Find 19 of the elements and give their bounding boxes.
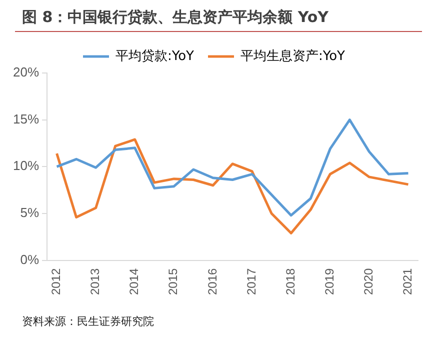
x-tick-label: 2019 [322, 268, 336, 296]
x-tick-label: 2020 [362, 268, 376, 296]
x-tick-label: 2021 [400, 268, 415, 296]
y-tick-label: 10% [12, 158, 40, 174]
x-tick-label: 2015 [166, 268, 180, 296]
text: 资料来源：民生证券研究院 [22, 314, 154, 329]
y-tick-label: 5% [20, 205, 40, 220]
y-tick-label: 0% [20, 252, 40, 267]
legend-label: 平均生息资产:YoY [240, 48, 346, 64]
x-tick-label: 2017 [244, 268, 258, 296]
x-tick-label: 2016 [205, 268, 220, 296]
x-tick-label: 2012 [49, 268, 64, 296]
x-tick-label: 2014 [127, 268, 142, 296]
x-tick-label: 2013 [88, 268, 102, 296]
legend-label: 平均贷款:YoY [116, 48, 194, 64]
x-tick-label: 2018 [283, 268, 298, 296]
y-tick-label: 20% [12, 64, 40, 80]
chart-title: 图 8：中国银行贷款、生息资产平均余额 YoY [22, 8, 329, 27]
y-tick-label: 15% [12, 111, 40, 126]
